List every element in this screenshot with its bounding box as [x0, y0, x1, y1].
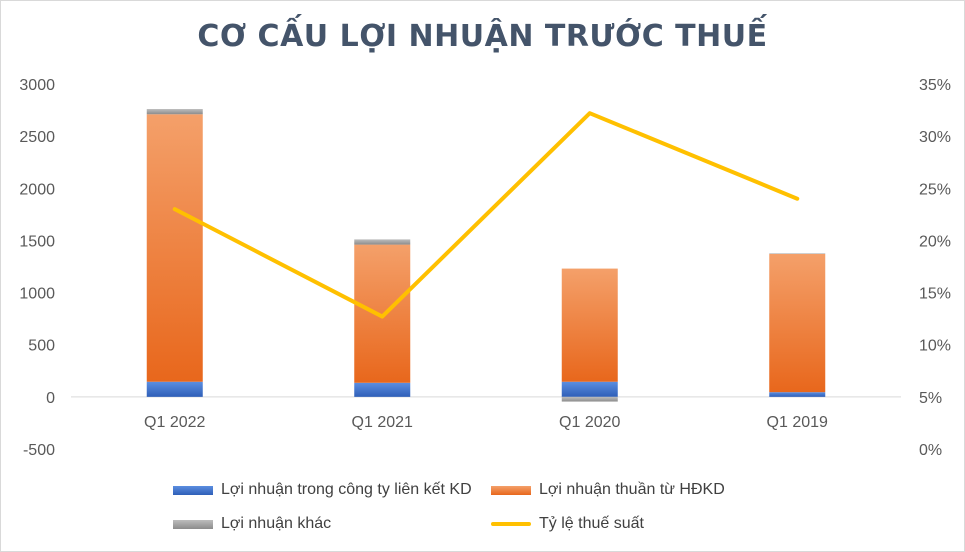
y-right-tick-label: 35% — [919, 77, 951, 94]
y-right-tick-label: 0% — [919, 442, 942, 459]
x-tick-label: Q1 2019 — [767, 414, 828, 431]
y-right-tick-label: 20% — [919, 233, 951, 250]
legend-item-associate-profit: Lợi nhuận trong công ty liên kết KD — [173, 481, 472, 499]
y-left-tick-label: 2000 — [19, 181, 55, 198]
y-left-tick-label: -500 — [23, 442, 55, 459]
y-left-tick-label: 1000 — [19, 286, 55, 303]
bar-segment-operating-profit — [354, 244, 411, 383]
legend-label: Tỷ lệ thuế suất — [539, 515, 644, 532]
legend-label: Lợi nhuận trong công ty liên kết KD — [221, 481, 472, 498]
bar-segment-associate-profit — [561, 381, 618, 397]
x-tick-label: Q1 2020 — [559, 414, 620, 431]
y-left-tick-label: 2500 — [19, 129, 55, 146]
bar-segment-associate-profit — [354, 382, 411, 397]
tax-rate-point — [173, 207, 177, 211]
legend-label: Lợi nhuận thuần từ HĐKD — [539, 481, 725, 498]
y-left-tick-label: 1500 — [19, 233, 55, 250]
y-right-tick-label: 15% — [919, 286, 951, 303]
y-right-tick-label: 10% — [919, 338, 951, 355]
x-tick-label: Q1 2022 — [144, 414, 205, 431]
legend-item-tax-rate: Tỷ lệ thuế suất — [491, 515, 644, 533]
legend-swatch — [173, 519, 213, 529]
bar-segment-operating-profit — [146, 114, 203, 382]
tax-rate-point — [795, 197, 799, 201]
legend-item-operating-profit: Lợi nhuận thuần từ HĐKD — [491, 481, 725, 499]
tax-rate-point — [380, 315, 384, 319]
bar-segment-operating-profit — [769, 253, 826, 393]
tax-rate-point — [588, 111, 592, 115]
bar-segment-associate-profit — [769, 392, 826, 397]
y-right-tick-label: 25% — [919, 181, 951, 198]
y-left-tick-label: 0 — [46, 390, 55, 407]
y-right-tick-label: 5% — [919, 390, 942, 407]
bar-segment-associate-profit — [146, 381, 203, 397]
bar-segment-other-profit — [354, 239, 411, 245]
legend-item-other-profit: Lợi nhuận khác — [173, 515, 331, 533]
legend-swatch — [491, 522, 531, 526]
bar-segment-other-profit — [561, 396, 618, 402]
bar-segment-other-profit — [146, 109, 203, 115]
legend-swatch — [173, 485, 213, 495]
y-left-tick-label: 3000 — [19, 77, 55, 94]
tax-rate-line — [172, 111, 800, 319]
legend-label: Lợi nhuận khác — [221, 515, 332, 532]
y-left-tick-label: 500 — [28, 338, 55, 355]
bar-segment-operating-profit — [561, 268, 618, 382]
bar-segment-other-profit — [769, 253, 826, 254]
legend-swatch — [491, 485, 531, 495]
x-tick-label: Q1 2021 — [352, 414, 413, 431]
y-right-tick-label: 30% — [919, 129, 951, 146]
chart-title: CƠ CẤU LỢI NHUẬN TRƯỚC THUẾ — [197, 19, 768, 54]
